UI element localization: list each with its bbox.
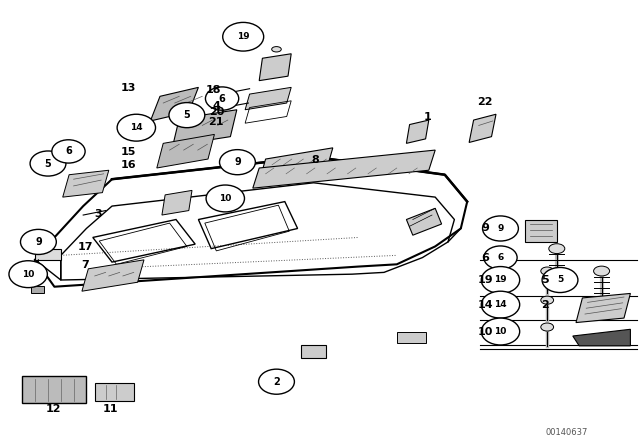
Circle shape [169, 103, 205, 128]
Text: 6: 6 [497, 253, 504, 262]
Text: 9: 9 [497, 224, 504, 233]
Circle shape [205, 87, 239, 110]
Text: 5: 5 [184, 110, 190, 120]
Text: 8: 8 [311, 155, 319, 165]
Polygon shape [259, 54, 291, 81]
Text: 7: 7 [81, 260, 89, 270]
Polygon shape [82, 260, 144, 291]
Text: 14: 14 [494, 300, 507, 309]
Polygon shape [253, 150, 435, 188]
Polygon shape [406, 208, 442, 235]
Circle shape [117, 114, 156, 141]
Text: 15: 15 [120, 147, 136, 157]
Polygon shape [397, 332, 426, 343]
Text: 11: 11 [103, 404, 118, 414]
Text: 19: 19 [477, 275, 493, 285]
Polygon shape [31, 286, 44, 293]
Text: 21: 21 [209, 117, 224, 127]
Circle shape [481, 291, 520, 318]
Text: 3: 3 [94, 209, 102, 219]
Text: 18: 18 [205, 85, 221, 95]
Text: 00140637: 00140637 [545, 428, 588, 437]
Circle shape [542, 267, 578, 293]
Circle shape [220, 150, 255, 175]
Text: 19: 19 [494, 276, 507, 284]
Ellipse shape [541, 267, 554, 275]
Circle shape [483, 216, 518, 241]
Text: 5: 5 [541, 275, 549, 285]
Polygon shape [95, 383, 134, 401]
Circle shape [259, 369, 294, 394]
Text: 9: 9 [35, 237, 42, 247]
Text: 5: 5 [557, 276, 563, 284]
Polygon shape [35, 249, 61, 260]
Text: 9: 9 [234, 157, 241, 167]
Polygon shape [22, 376, 86, 403]
Polygon shape [150, 87, 198, 121]
Circle shape [206, 185, 244, 212]
Text: 2: 2 [541, 300, 549, 310]
Text: 2: 2 [273, 377, 280, 387]
Polygon shape [258, 148, 333, 186]
Text: 10: 10 [22, 270, 35, 279]
Text: 17: 17 [77, 242, 93, 252]
Ellipse shape [272, 47, 282, 52]
Text: 1: 1 [424, 112, 431, 122]
Text: 19: 19 [237, 32, 250, 41]
Text: 16: 16 [120, 160, 136, 170]
Polygon shape [245, 87, 291, 110]
Text: 9: 9 [481, 224, 489, 233]
Ellipse shape [227, 90, 234, 94]
Polygon shape [173, 110, 237, 146]
Text: 14: 14 [130, 123, 143, 132]
Text: 10: 10 [477, 327, 493, 336]
Text: 6: 6 [219, 94, 225, 103]
Text: 22: 22 [477, 97, 493, 107]
Ellipse shape [541, 296, 554, 304]
Text: 6: 6 [481, 253, 489, 263]
Text: 20: 20 [209, 107, 224, 117]
Circle shape [481, 318, 520, 345]
Circle shape [223, 22, 264, 51]
Ellipse shape [548, 244, 564, 254]
Polygon shape [301, 345, 326, 358]
Ellipse shape [593, 266, 609, 276]
Text: 10: 10 [494, 327, 507, 336]
Circle shape [481, 267, 520, 293]
Polygon shape [157, 134, 214, 168]
Polygon shape [406, 120, 429, 143]
Polygon shape [63, 170, 109, 197]
Polygon shape [576, 293, 630, 323]
Text: 14: 14 [477, 300, 493, 310]
Circle shape [484, 246, 517, 269]
Text: 4: 4 [212, 101, 220, 111]
Polygon shape [573, 329, 630, 346]
Ellipse shape [541, 323, 554, 331]
Text: 6: 6 [65, 146, 72, 156]
Circle shape [20, 229, 56, 254]
Text: 13: 13 [120, 83, 136, 93]
Polygon shape [469, 114, 496, 142]
Polygon shape [162, 190, 192, 215]
Circle shape [9, 261, 47, 288]
Text: 12: 12 [45, 404, 61, 414]
Circle shape [30, 151, 66, 176]
Text: 5: 5 [45, 159, 51, 168]
Polygon shape [525, 220, 557, 242]
Text: 10: 10 [219, 194, 232, 203]
Circle shape [52, 140, 85, 163]
